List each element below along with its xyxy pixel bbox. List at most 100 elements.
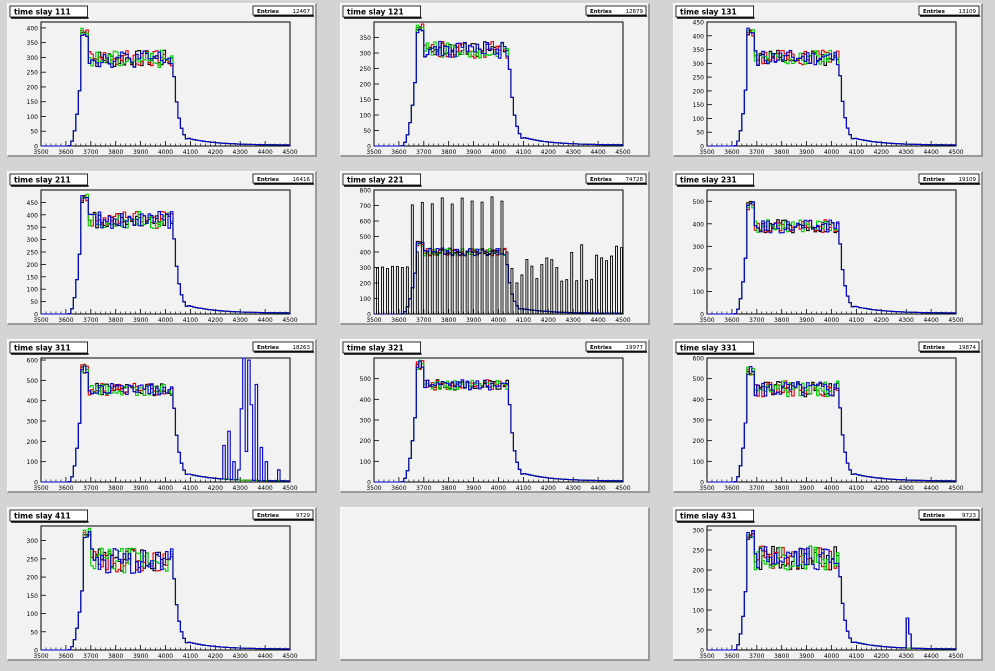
y-tick-label: 250	[27, 250, 39, 257]
y-tick-label: 300	[27, 237, 39, 244]
histogram-blue-line	[41, 357, 291, 483]
spike-bar	[555, 267, 559, 315]
y-tick-label: 400	[27, 212, 39, 219]
y-tick-label: 350	[360, 35, 372, 42]
histogram-title: time slay 221	[347, 176, 404, 185]
histogram-title: time slay 311	[14, 344, 71, 353]
x-tick-label: 4000	[824, 149, 839, 156]
spike-bar	[386, 268, 389, 315]
x-tick-label: 4500	[948, 485, 963, 492]
y-tick-label: 400	[693, 33, 705, 40]
y-tick-label: 200	[27, 84, 39, 91]
y-tick-label: 300	[27, 55, 39, 62]
x-tick-label: 3900	[466, 317, 481, 324]
x-tick-label: 4200	[208, 485, 223, 492]
spike-bar	[425, 251, 429, 315]
title-box	[675, 5, 754, 18]
plot-frame	[40, 525, 291, 651]
spike-bar	[545, 257, 549, 315]
plot-frame	[40, 189, 291, 315]
y-tick-label: 300	[360, 265, 372, 272]
x-tick-label: 4400	[590, 317, 605, 324]
x-tick-label: 3700	[416, 317, 431, 324]
spike-bar	[430, 203, 434, 315]
x-tick-label: 4500	[282, 317, 297, 324]
x-tick-label: 4000	[158, 485, 173, 492]
x-tick-label: 4500	[615, 485, 630, 492]
x-tick-label: 3900	[799, 653, 814, 660]
plot-frame	[706, 357, 957, 483]
y-tick-label: 500	[360, 376, 372, 383]
y-tick-label: 200	[693, 568, 705, 575]
spike-bar	[435, 251, 439, 315]
x-tick-label: 4000	[491, 317, 506, 324]
x-tick-label: 3900	[133, 653, 148, 660]
x-tick-label: 3800	[108, 485, 123, 492]
x-tick-label: 3800	[774, 653, 789, 660]
y-tick-label: 200	[693, 266, 705, 273]
plot-frame	[373, 21, 624, 147]
histogram-svg: 0 50 100 150 200 250 300 3500 3600 3700 3800 3900 40…	[9, 509, 314, 660]
histogram-blue-line	[41, 195, 291, 315]
y-tick-label: 100	[360, 296, 372, 303]
y-tick-label: 100	[27, 459, 39, 466]
y-tick-label: 50	[363, 128, 371, 135]
x-tick-label: 3600	[724, 317, 739, 324]
x-tick-label: 4200	[541, 485, 556, 492]
y-tick-label: 400	[360, 250, 372, 257]
x-tick-label: 4300	[899, 485, 914, 492]
x-tick-label: 3500	[366, 149, 381, 156]
stats-box	[585, 341, 647, 352]
spike-bar	[620, 247, 623, 315]
x-tick-label: 4000	[158, 653, 173, 660]
spike-bar	[560, 280, 564, 315]
histogram-blue-line	[374, 29, 624, 147]
stats-label: Entries	[257, 513, 280, 519]
spike-bar	[420, 201, 424, 315]
histogram-svg: 0 100 200 300 400 500 3500 3600 3700 3800 3900 4000…	[675, 173, 980, 324]
x-tick-label: 3900	[799, 317, 814, 324]
title-box	[342, 173, 421, 186]
stats-entries: 13109	[959, 9, 977, 15]
y-tick-label: 500	[693, 199, 705, 206]
spike-bar	[610, 255, 613, 315]
stats-label: Entries	[590, 9, 613, 15]
x-tick-label: 3700	[83, 149, 98, 156]
x-tick-label: 4000	[824, 653, 839, 660]
y-tick-label: 300	[27, 538, 39, 545]
x-tick-label: 3500	[699, 653, 714, 660]
x-tick-label: 4500	[615, 317, 630, 324]
x-tick-label: 3800	[441, 485, 456, 492]
y-tick-label: 150	[27, 274, 39, 281]
spike-bar	[575, 280, 579, 315]
stats-label: Entries	[257, 9, 280, 15]
y-tick-label: 100	[27, 114, 39, 121]
spike-bar	[480, 201, 484, 315]
histogram-svg: 0 50 100 150 200 250 300 350 3500 3600 3700 3800 390…	[342, 5, 647, 156]
x-tick-label: 4300	[233, 653, 248, 660]
histogram-svg: 0 50 100 150 200 250 300 350 400 450 3500 3600 3700 3…	[9, 173, 314, 324]
x-tick-label: 3600	[58, 653, 73, 660]
x-tick-label: 3500	[366, 317, 381, 324]
spike-bar	[510, 268, 514, 315]
stats-label: Entries	[590, 177, 613, 183]
spike-bar	[475, 251, 479, 315]
x-tick-label: 3800	[108, 317, 123, 324]
x-tick-label: 4200	[208, 653, 223, 660]
stats-entries: 19109	[959, 177, 977, 183]
x-tick-label: 4100	[516, 149, 531, 156]
y-tick-label: 250	[27, 70, 39, 77]
y-tick-label: 100	[693, 608, 705, 615]
x-tick-label: 4100	[183, 653, 198, 660]
histogram-blue-line	[707, 201, 957, 315]
x-tick-label: 3800	[774, 485, 789, 492]
stats-entries: 12467	[293, 9, 311, 15]
y-tick-label: 600	[27, 358, 39, 365]
spike-bar	[390, 265, 394, 315]
x-tick-label: 3800	[774, 149, 789, 156]
histogram-svg: 0 50 100 150 200 250 300 350 400 3500 3600 3700 3800…	[9, 5, 314, 156]
y-tick-label: 200	[693, 438, 705, 445]
x-tick-label: 4200	[874, 149, 889, 156]
stats-box	[252, 5, 314, 16]
x-tick-label: 3500	[33, 317, 48, 324]
